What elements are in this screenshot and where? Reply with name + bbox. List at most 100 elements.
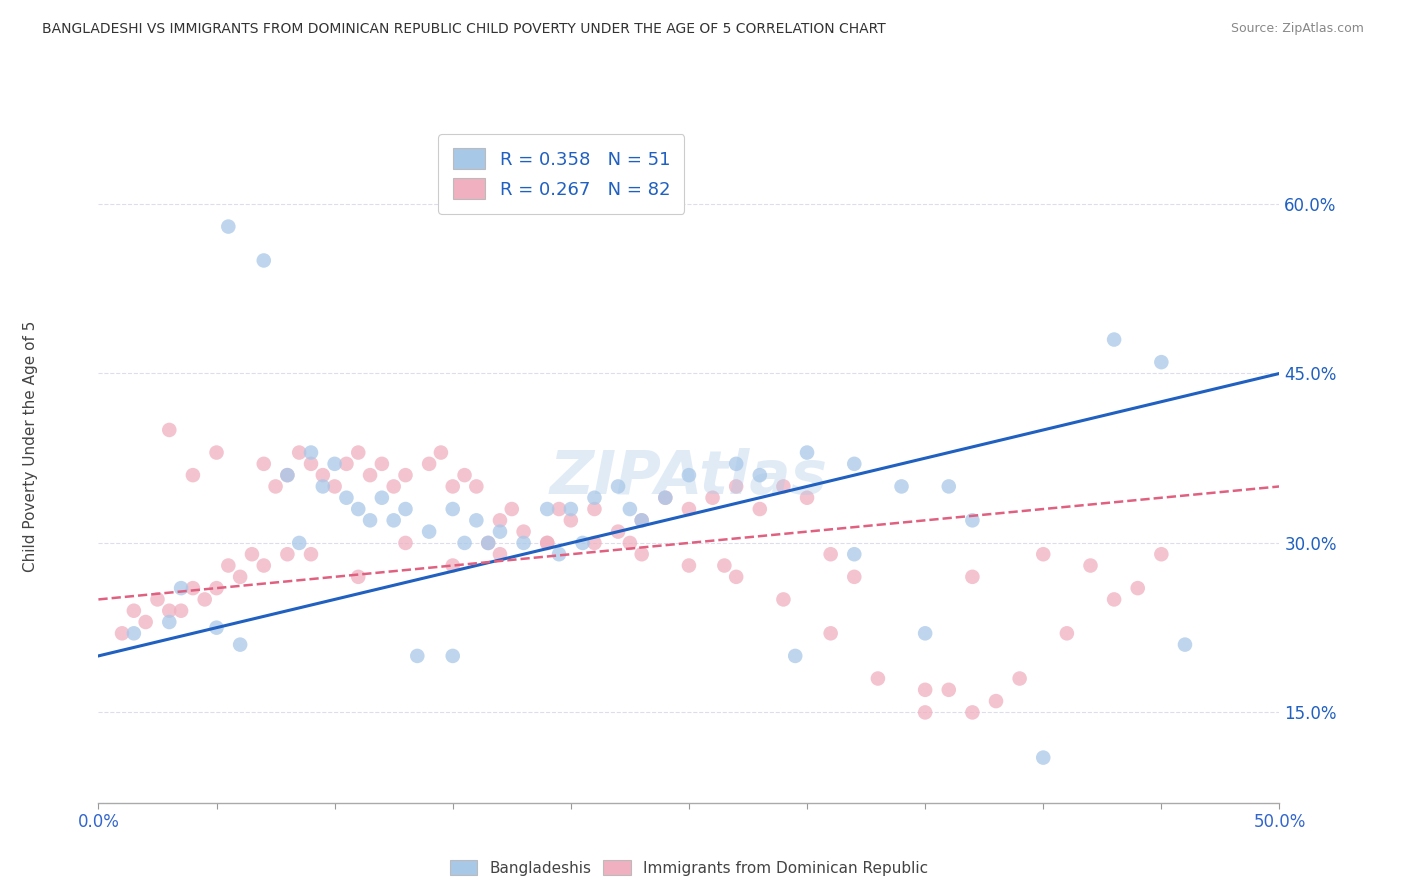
Point xyxy=(619,502,641,516)
Point xyxy=(630,513,652,527)
Point xyxy=(465,479,488,493)
Point xyxy=(382,513,405,527)
Point xyxy=(678,558,700,573)
Point xyxy=(240,547,263,561)
Point xyxy=(157,423,180,437)
Point xyxy=(1102,592,1125,607)
Point xyxy=(548,547,571,561)
Point xyxy=(844,570,866,584)
Point xyxy=(347,445,370,459)
Point xyxy=(536,502,558,516)
Point xyxy=(962,570,984,584)
Point xyxy=(725,479,748,493)
Point xyxy=(748,468,770,483)
Point xyxy=(548,502,571,516)
Point xyxy=(453,468,475,483)
Point xyxy=(1150,355,1173,369)
Point xyxy=(312,468,335,483)
Point xyxy=(713,558,735,573)
Point xyxy=(938,682,960,697)
Point xyxy=(335,491,357,505)
Point xyxy=(1102,333,1125,347)
Point xyxy=(914,706,936,720)
Point xyxy=(264,479,287,493)
Point xyxy=(194,592,217,607)
Point xyxy=(371,491,394,505)
Point xyxy=(288,445,311,459)
Point xyxy=(465,513,488,527)
Point xyxy=(453,536,475,550)
Point xyxy=(371,457,394,471)
Point xyxy=(205,581,228,595)
Point xyxy=(229,570,252,584)
Point xyxy=(1126,581,1149,595)
Point xyxy=(630,513,652,527)
Point xyxy=(288,536,311,550)
Point xyxy=(844,457,866,471)
Point xyxy=(181,468,204,483)
Point xyxy=(299,457,322,471)
Point xyxy=(135,615,157,629)
Point xyxy=(560,513,582,527)
Point xyxy=(1008,672,1031,686)
Point xyxy=(441,479,464,493)
Point xyxy=(477,536,499,550)
Point xyxy=(418,457,440,471)
Point xyxy=(122,604,145,618)
Point xyxy=(323,479,346,493)
Point xyxy=(512,536,534,550)
Point xyxy=(844,547,866,561)
Point xyxy=(441,648,464,663)
Point xyxy=(489,524,512,539)
Text: Source: ZipAtlas.com: Source: ZipAtlas.com xyxy=(1230,22,1364,36)
Point xyxy=(170,604,193,618)
Point xyxy=(347,502,370,516)
Legend: Bangladeshis, Immigrants from Dominican Republic: Bangladeshis, Immigrants from Dominican … xyxy=(441,852,936,883)
Point xyxy=(654,491,676,505)
Point xyxy=(785,648,807,663)
Point xyxy=(394,468,416,483)
Point xyxy=(725,570,748,584)
Point xyxy=(890,479,912,493)
Point xyxy=(962,706,984,720)
Point xyxy=(205,445,228,459)
Point xyxy=(938,479,960,493)
Point xyxy=(914,626,936,640)
Point xyxy=(229,638,252,652)
Point xyxy=(1032,750,1054,764)
Point xyxy=(501,502,523,516)
Point xyxy=(347,570,370,584)
Point xyxy=(772,479,794,493)
Point xyxy=(477,536,499,550)
Point xyxy=(678,502,700,516)
Point xyxy=(276,547,298,561)
Point xyxy=(157,615,180,629)
Point xyxy=(111,626,134,640)
Point xyxy=(984,694,1007,708)
Text: BANGLADESHI VS IMMIGRANTS FROM DOMINICAN REPUBLIC CHILD POVERTY UNDER THE AGE OF: BANGLADESHI VS IMMIGRANTS FROM DOMINICAN… xyxy=(42,22,886,37)
Point xyxy=(299,547,322,561)
Point xyxy=(253,457,276,471)
Point xyxy=(146,592,169,607)
Point xyxy=(748,502,770,516)
Point xyxy=(725,457,748,471)
Point xyxy=(394,502,416,516)
Point xyxy=(1032,547,1054,561)
Point xyxy=(619,536,641,550)
Point xyxy=(418,524,440,539)
Point xyxy=(489,513,512,527)
Point xyxy=(1056,626,1078,640)
Point xyxy=(253,558,276,573)
Point xyxy=(441,502,464,516)
Point xyxy=(253,253,276,268)
Point xyxy=(536,536,558,550)
Point xyxy=(217,558,239,573)
Point xyxy=(359,468,381,483)
Point xyxy=(359,513,381,527)
Point xyxy=(866,672,889,686)
Point xyxy=(299,445,322,459)
Point xyxy=(217,219,239,234)
Point xyxy=(702,491,724,505)
Point xyxy=(430,445,453,459)
Point xyxy=(678,468,700,483)
